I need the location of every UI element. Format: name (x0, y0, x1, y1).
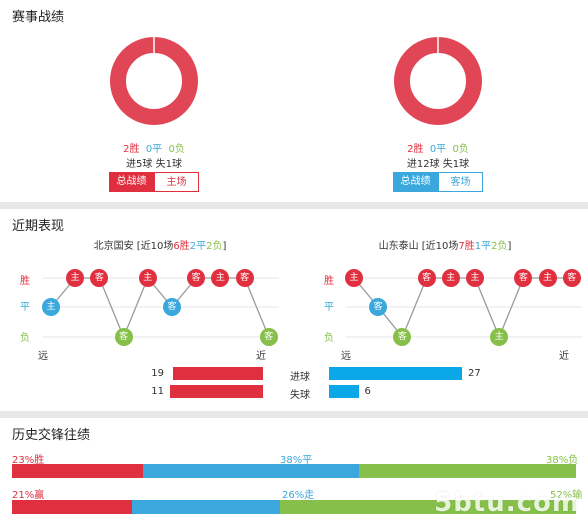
h2h-row1-segment-draw (143, 464, 359, 478)
right-goals-value: 27 (468, 368, 481, 379)
record-panel: 赛事战绩 2胜 0平 0负 进5球 失1球 总战绩 主场 2胜 0平 0负 进1… (0, 0, 588, 202)
left-far-label: 远 (38, 351, 48, 362)
left-team-name: 北京国安 (93, 241, 134, 252)
right-team-summary: 山东泰山 [近10场7胜1平2负] (320, 237, 570, 252)
h2h-row2-left-label: 21%赢 (12, 490, 45, 501)
right-axis-loss: 负 (324, 333, 334, 344)
right-tab-away[interactable]: 客场 (438, 172, 483, 192)
right-donut-ring (394, 37, 482, 125)
left-match-node[interactable]: 客 (187, 269, 206, 287)
h2h-panel: 历史交锋往绩 23%胜 38%平 38%负 21%赢 26%走 52%输 5bt… (0, 418, 588, 522)
h2h-row1-left-label: 23%胜 (12, 455, 45, 466)
right-recent-draws: 1平 (474, 241, 492, 252)
left-match-node[interactable]: 客 (114, 328, 133, 346)
h2h-row1-segment-loss (359, 464, 576, 478)
right-conceded-value: 6 (364, 386, 371, 397)
left-goals: 进5球 (126, 159, 153, 170)
left-tab-overall[interactable]: 总战绩 (109, 172, 154, 192)
section-title-recent: 近期表现 (12, 219, 65, 234)
left-match-node[interactable]: 客 (259, 328, 278, 346)
right-team-name: 山东泰山 (378, 241, 419, 252)
left-axis-loss: 负 (20, 333, 30, 344)
right-trend-line (353, 277, 572, 339)
h2h-row1-right-label: 38%负 (546, 455, 579, 466)
right-conceded: 失1球 (442, 159, 470, 170)
left-recent-wins: 6胜 (173, 241, 190, 252)
left-trend-line (50, 276, 270, 339)
right-match-node[interactable]: 客 (562, 269, 581, 287)
left-goals-bar (172, 367, 263, 380)
left-conceded-bar (170, 385, 263, 398)
right-goals-bar (329, 367, 462, 380)
left-conceded-value: 11 (151, 386, 164, 397)
h2h-row1-segment-win (12, 464, 143, 478)
left-match-node[interactable]: 客 (163, 298, 181, 316)
right-match-node[interactable]: 主 (441, 269, 460, 287)
recent-panel: 近期表现 北京国安 [近10场6胜2平2负] 山东泰山 [近10场7胜1平2负]… (0, 209, 588, 411)
left-record-goals: 进5球 失1球 (84, 155, 224, 170)
left-record-donut (110, 37, 198, 125)
left-team-summary: 北京国安 [近10场6胜2平2负] (40, 237, 280, 252)
left-recent-losses: 2负 (206, 241, 223, 252)
right-record-donut (394, 37, 482, 125)
right-summary-prefix: [近10场 (418, 241, 459, 252)
h2h-row2-right-label: 52%输 (550, 490, 583, 501)
left-draw-count: 0平 (145, 144, 163, 155)
left-match-node[interactable]: 主 (42, 298, 60, 316)
right-recent-wins: 7胜 (458, 241, 475, 252)
left-axis-win: 胜 (20, 276, 30, 287)
right-recent-losses: 2负 (491, 241, 508, 252)
right-match-node[interactable]: 客 (393, 328, 412, 346)
right-match-node[interactable]: 客 (369, 298, 388, 316)
left-match-node[interactable]: 主 (211, 269, 230, 287)
right-record-goals: 进12球 失1球 (368, 155, 508, 170)
h2h-row1-mid-label: 38%平 (280, 455, 313, 466)
h2h-row2-segment-win (12, 500, 132, 514)
right-win-count: 2胜 (407, 144, 424, 155)
left-tab-home[interactable]: 主场 (154, 172, 199, 192)
left-conceded: 失1球 (155, 159, 182, 170)
right-far-label: 远 (341, 351, 351, 362)
right-axis-win: 胜 (324, 276, 334, 287)
right-summary-suffix: ] (507, 241, 512, 252)
right-near-label: 近 (559, 351, 569, 362)
left-axis-draw: 平 (20, 302, 30, 313)
left-match-node[interactable]: 主 (138, 269, 157, 287)
right-draw-count: 0平 (429, 144, 447, 155)
right-goals: 进12球 (406, 159, 440, 170)
left-record-wdl: 2胜 0平 0负 (84, 140, 224, 155)
section-title-record: 赛事战绩 (12, 10, 65, 25)
right-match-node[interactable]: 主 (466, 269, 484, 287)
right-match-node[interactable]: 客 (417, 269, 436, 287)
left-summary-suffix: ] (222, 241, 227, 252)
left-recent-draws: 2平 (189, 241, 207, 252)
right-match-node[interactable]: 主 (538, 269, 557, 287)
h2h-row2-segment-loss (280, 500, 576, 514)
left-loss-count: 0负 (168, 144, 185, 155)
left-summary-prefix: [近10场 (133, 241, 174, 252)
h2h-row2-mid-label: 26%走 (282, 490, 315, 501)
right-match-node[interactable]: 主 (345, 269, 363, 287)
right-match-node[interactable]: 主 (490, 328, 509, 346)
section-title-h2h: 历史交锋往绩 (12, 428, 91, 443)
goals-label: 进球 (290, 372, 310, 383)
left-match-node[interactable]: 主 (66, 269, 85, 287)
left-near-label: 近 (256, 351, 266, 362)
conceded-label: 失球 (290, 390, 310, 401)
h2h-row2-segment-draw (132, 500, 280, 514)
right-tab-overall[interactable]: 总战绩 (393, 172, 438, 192)
right-loss-count: 0负 (452, 144, 469, 155)
right-match-node[interactable]: 客 (514, 269, 533, 287)
left-donut-ring (110, 37, 198, 125)
right-axis-draw: 平 (324, 302, 334, 313)
left-match-node[interactable]: 客 (90, 269, 109, 287)
left-win-count: 2胜 (123, 144, 140, 155)
left-match-node[interactable]: 客 (235, 269, 254, 287)
right-conceded-bar (329, 385, 359, 398)
right-record-wdl: 2胜 0平 0负 (368, 140, 508, 155)
left-goals-value: 19 (151, 368, 164, 379)
watermark-logo: 5btu.com (434, 488, 580, 518)
